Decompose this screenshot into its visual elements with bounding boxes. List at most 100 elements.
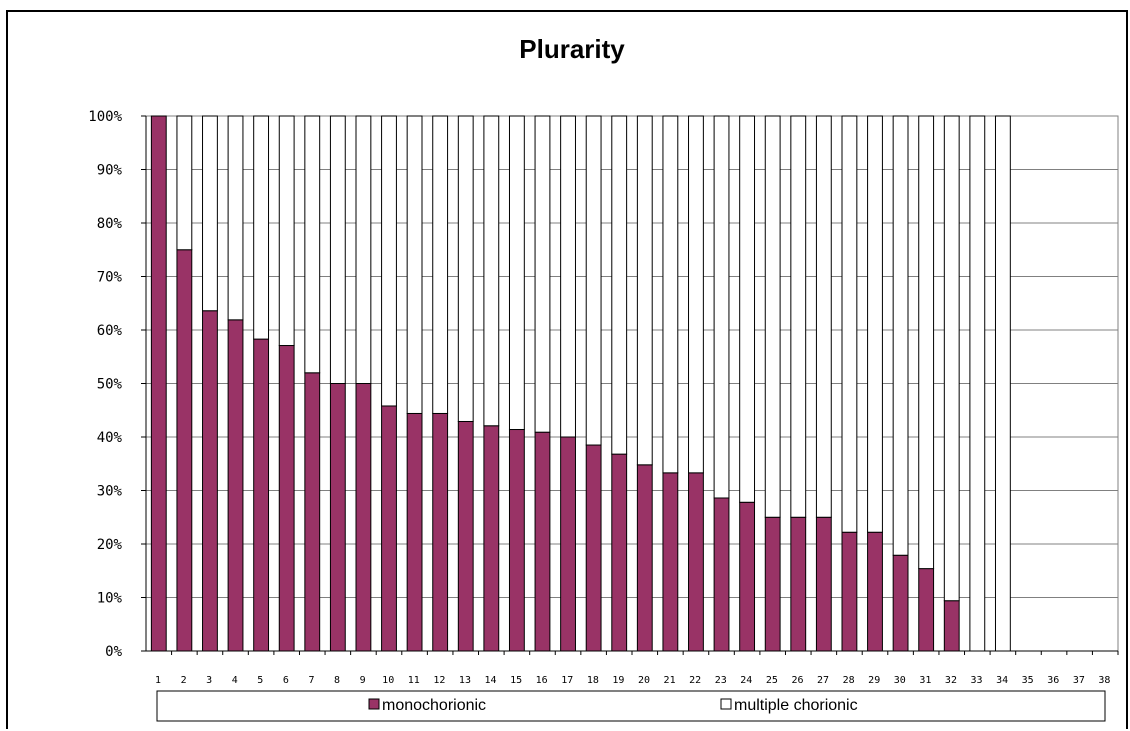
bar-monochorionic <box>790 516 807 652</box>
x-tick-label: 12 <box>433 675 445 686</box>
x-tick-label: 30 <box>894 675 906 686</box>
bar-multiple-chorionic <box>278 115 295 347</box>
bar-monochorionic <box>381 405 397 652</box>
bar-multiple-chorionic <box>560 115 576 438</box>
x-tick-label: 24 <box>740 675 752 686</box>
x-axis: 1 2 3 4 5 6 7 8 9 10 11 12 13 14 15 16 17 18 19 20 21 22 23 24 2… <box>146 650 1119 686</box>
y-tick-label: 50% <box>97 377 123 393</box>
legend-box <box>156 690 1106 722</box>
bar-multiple-chorionic <box>176 115 193 251</box>
bar-monochorionic <box>918 568 935 652</box>
bar-multiple-chorionic <box>662 115 679 474</box>
bar-monochorionic <box>841 531 858 652</box>
bar-multiple-chorionic <box>739 115 756 503</box>
bar-multiple-chorionic <box>790 115 807 518</box>
bars <box>150 115 1011 652</box>
bar-monochorionic <box>534 431 551 652</box>
bar-monochorionic <box>150 115 167 652</box>
x-tick-label: 25 <box>766 675 778 686</box>
x-tick-label: 33 <box>971 675 983 686</box>
chart-title: Plurarity <box>519 34 625 64</box>
bar-multiple-chorionic <box>841 115 858 533</box>
bar-multiple-chorionic <box>227 115 244 321</box>
x-tick-label: 21 <box>664 675 676 686</box>
y-tick-label: 20% <box>97 537 123 553</box>
chart-frame <box>6 10 1128 729</box>
x-tick-label: 35 <box>1022 675 1034 686</box>
x-tick-label: 6 <box>283 675 289 686</box>
bar-multiple-chorionic <box>406 115 423 414</box>
bar-monochorionic <box>227 319 244 652</box>
x-tick-label: 37 <box>1073 675 1085 686</box>
x-tick-label: 3 <box>206 675 212 686</box>
bar-monochorionic <box>202 310 218 652</box>
bar-monochorionic <box>508 429 525 652</box>
bar-multiple-chorionic <box>457 115 474 422</box>
x-tick-label: 2 <box>181 675 187 686</box>
x-tick-label: 29 <box>868 675 880 686</box>
bar-monochorionic <box>713 497 730 652</box>
bar-multiple-chorionic <box>381 115 397 407</box>
y-tick-label: 80% <box>97 216 123 232</box>
bar-monochorionic <box>662 472 679 652</box>
bar-monochorionic <box>739 501 756 652</box>
bar-multiple-chorionic <box>304 115 321 374</box>
y-tick-label: 60% <box>97 323 123 339</box>
x-tick-label: 36 <box>1047 675 1059 686</box>
bar-monochorionic <box>943 600 960 652</box>
x-tick-label: 31 <box>919 675 931 686</box>
x-tick-label: 8 <box>334 675 340 686</box>
bar-multiple-chorionic <box>355 115 372 384</box>
bar-monochorionic <box>867 531 883 652</box>
legend-label-monochorionic: monochorionic <box>382 697 486 714</box>
y-tick-label: 30% <box>97 484 123 500</box>
bar-monochorionic <box>560 436 576 652</box>
x-tick-label: 19 <box>612 675 624 686</box>
bar-monochorionic <box>585 444 602 652</box>
y-tick-label: 10% <box>97 591 123 607</box>
bar-multiple-chorionic <box>867 115 883 533</box>
bar-multiple-chorionic <box>713 115 730 499</box>
x-tick-label: 4 <box>232 675 238 686</box>
x-tick-label: 23 <box>715 675 727 686</box>
y-tick-label: 100% <box>88 109 122 125</box>
bar-multiple-chorionic <box>636 115 653 466</box>
bar-multiple-chorionic <box>611 115 628 455</box>
bar-monochorionic <box>815 516 832 652</box>
x-tick-label: 10 <box>382 675 394 686</box>
bar-multiple-chorionic <box>534 115 551 433</box>
bar-multiple-chorionic <box>815 115 832 518</box>
x-tick-label: 27 <box>817 675 829 686</box>
x-tick-label: 16 <box>536 675 548 686</box>
legend-label-multiple-chorionic: multiple chorionic <box>734 697 858 714</box>
bar-monochorionic <box>688 472 704 652</box>
x-tick-label: 22 <box>689 675 701 686</box>
bar-monochorionic <box>764 516 781 652</box>
x-tick-label: 18 <box>587 675 599 686</box>
bar-monochorionic <box>432 412 449 652</box>
bar-monochorionic <box>457 420 474 652</box>
bar-monochorionic <box>329 383 346 652</box>
bar-multiple-chorionic <box>918 115 935 570</box>
bar-monochorionic <box>278 345 295 652</box>
x-tick-label: 5 <box>257 675 263 686</box>
bar-multiple-chorionic <box>483 115 500 427</box>
x-tick-label: 13 <box>459 675 471 686</box>
y-tick-label: 40% <box>97 430 123 446</box>
bar-monochorionic <box>483 425 500 652</box>
bar-multiple-chorionic <box>969 115 986 652</box>
bar-multiple-chorionic <box>253 115 270 340</box>
x-tick-label: 28 <box>843 675 855 686</box>
legend: monochorionic multiple chorionic <box>156 690 1106 722</box>
x-tick-label: 9 <box>360 675 366 686</box>
legend-swatch-multiple-chorionic <box>720 698 732 710</box>
bar-multiple-chorionic <box>202 115 218 312</box>
x-tick-label: 26 <box>791 675 803 686</box>
y-tick-label: 70% <box>97 270 123 286</box>
x-tick-label: 1 <box>155 675 161 686</box>
bar-monochorionic <box>636 464 653 652</box>
x-tick-label: 15 <box>510 675 522 686</box>
bar-multiple-chorionic <box>329 115 346 384</box>
x-tick-label: 17 <box>561 675 573 686</box>
